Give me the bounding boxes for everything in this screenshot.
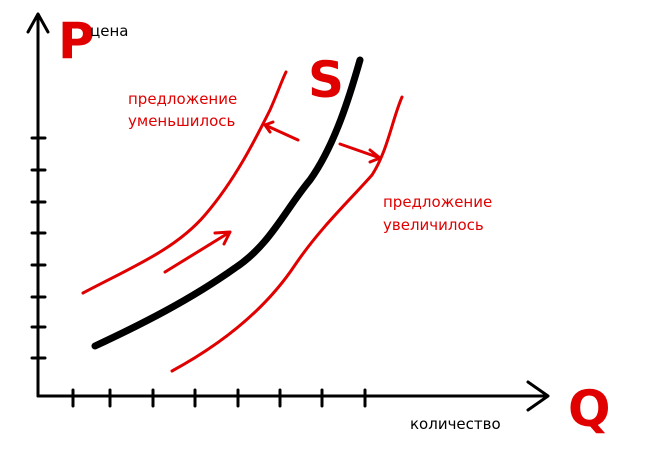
x-letter: Q	[568, 380, 611, 438]
shift-arrow-left	[263, 120, 300, 142]
x-axis	[36, 380, 550, 412]
annotation: уменьшилось	[128, 112, 235, 130]
x-ticks	[71, 388, 367, 408]
y-ticks	[30, 136, 47, 360]
x-label: количество	[410, 415, 501, 433]
annotation: предложение	[128, 90, 237, 108]
y-letter: P	[58, 12, 95, 70]
supply-curve-right	[170, 95, 404, 373]
annotation: предложение	[383, 193, 492, 211]
shift-arrow	[163, 230, 232, 274]
axes	[26, 12, 550, 412]
annotation: увеличилось	[383, 216, 484, 234]
y-label: цена	[90, 22, 128, 40]
curve-label: S	[308, 51, 344, 109]
supply-curve	[91, 56, 364, 350]
supply-curve-left	[81, 70, 288, 295]
y-axis	[26, 12, 50, 398]
shift-arrow-right	[338, 142, 382, 164]
